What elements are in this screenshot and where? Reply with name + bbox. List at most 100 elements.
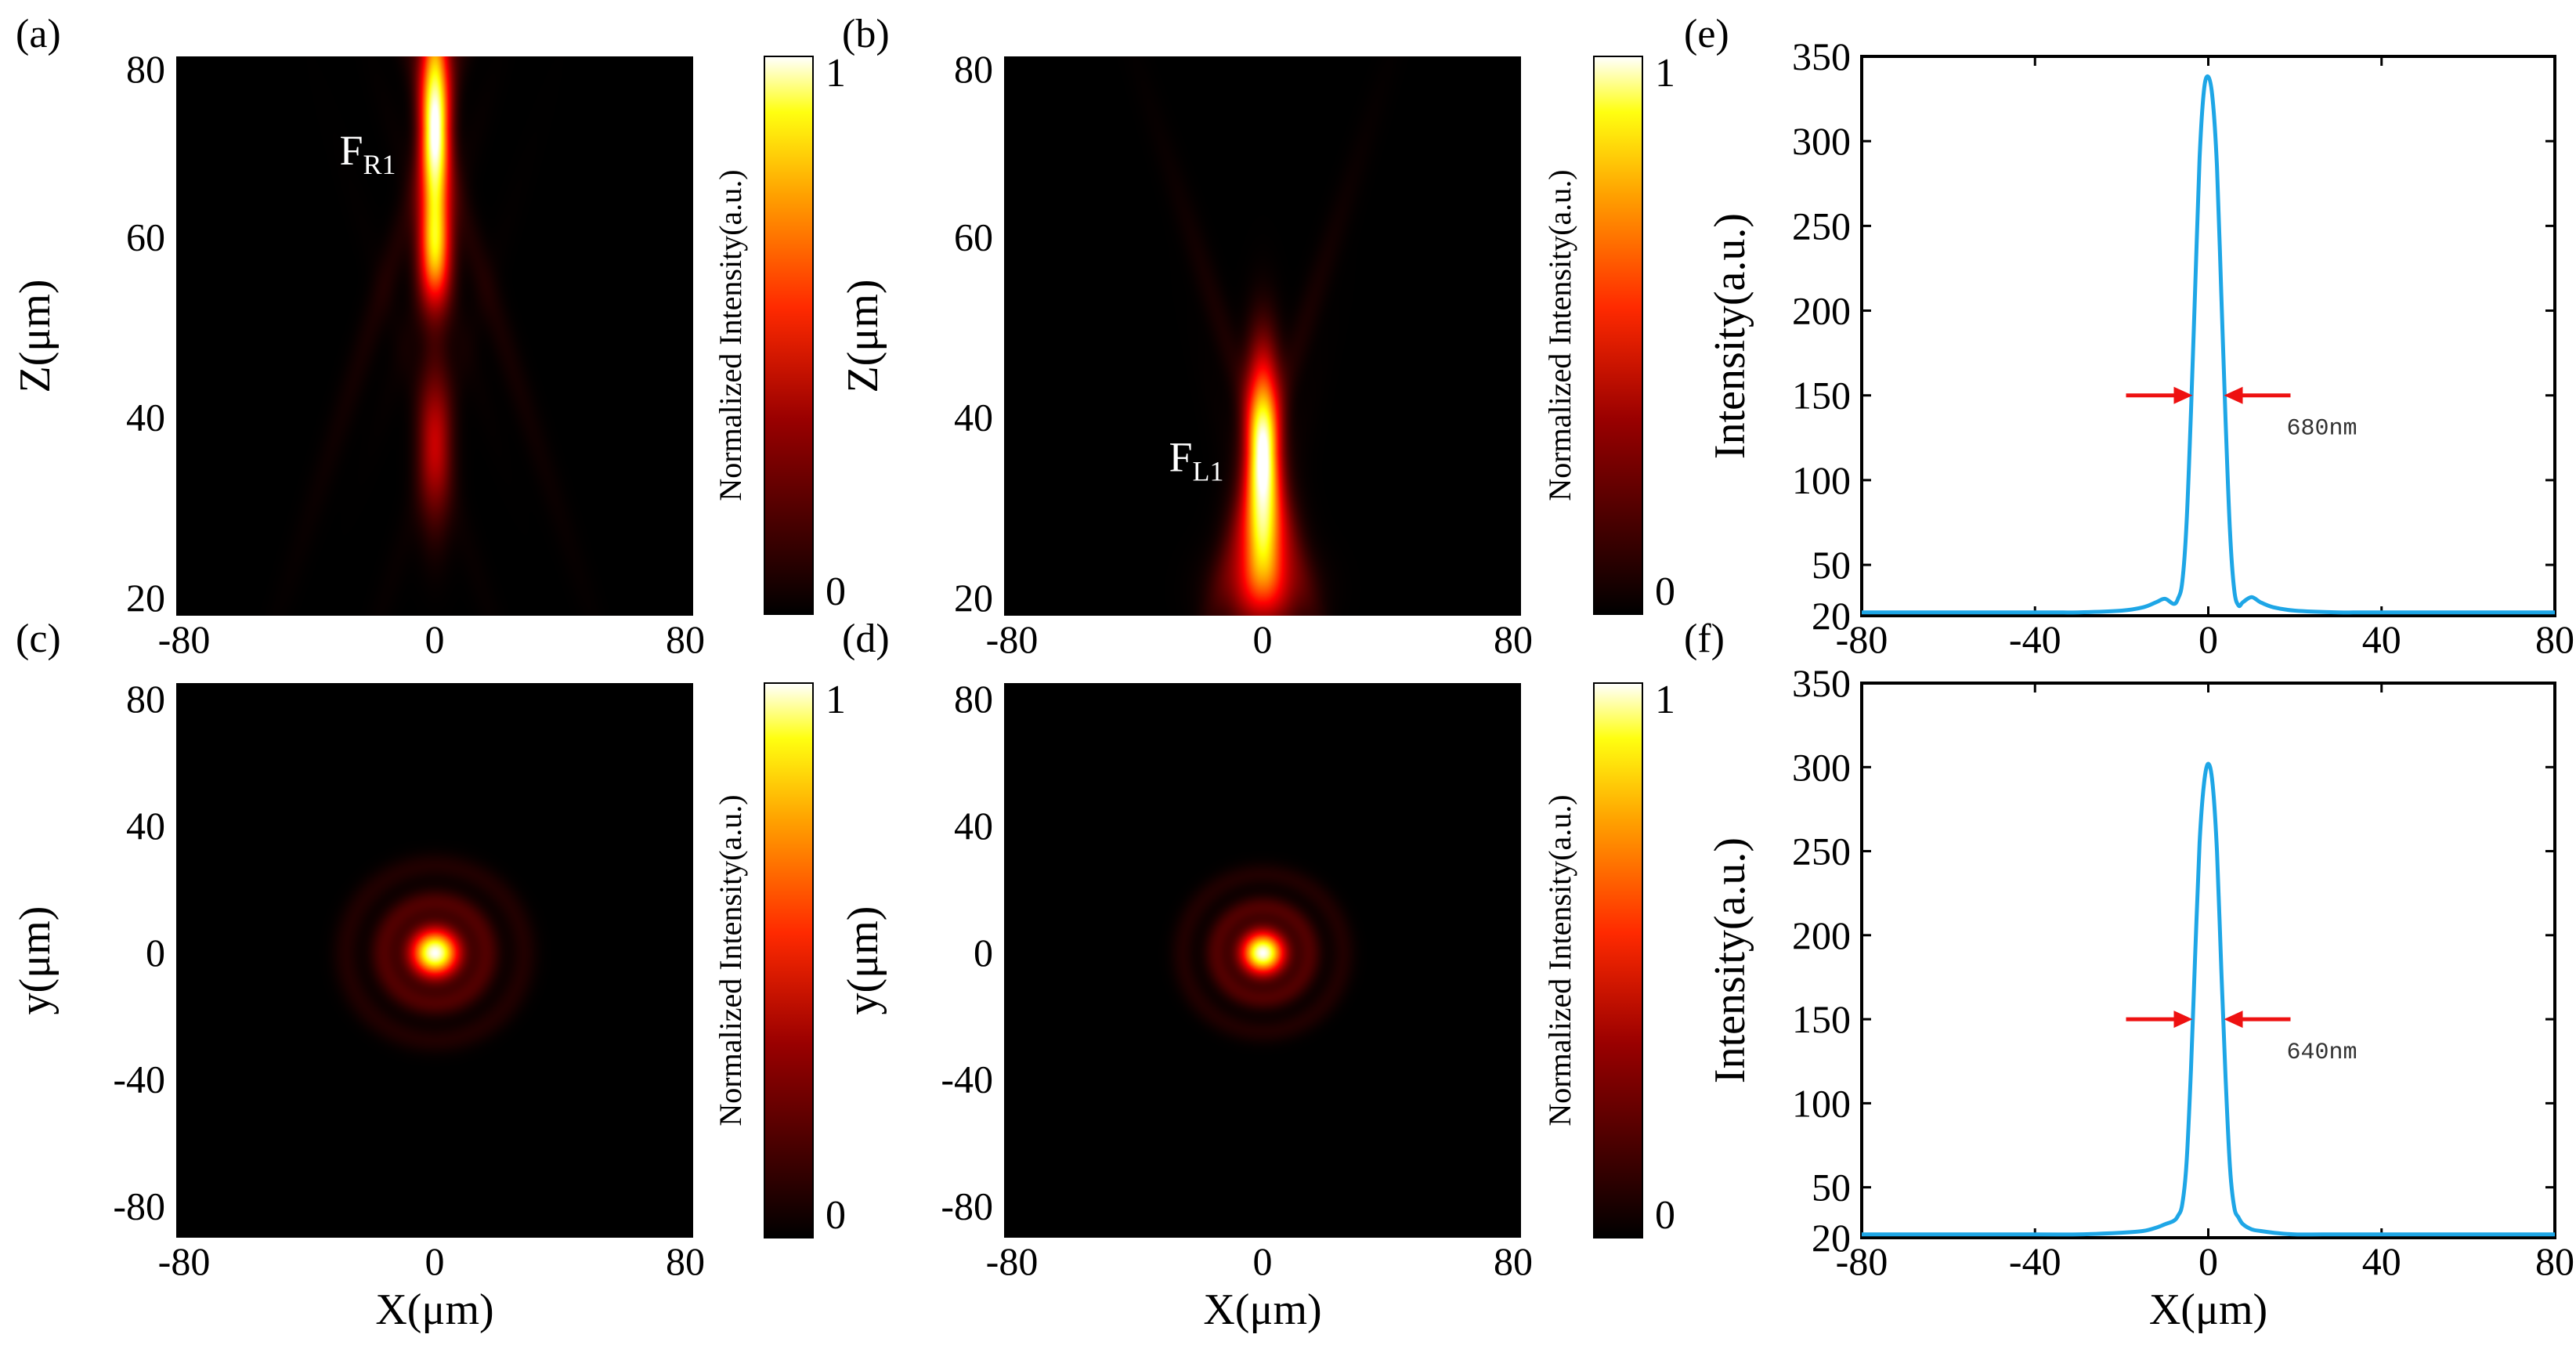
- colorbar-max-label: 1: [826, 51, 846, 96]
- x-tick-label: 0: [425, 1239, 445, 1283]
- intensity-curve: [1862, 761, 2555, 1237]
- y-tick-label: 40: [126, 396, 165, 439]
- colorbar-label: Normalized Intensity(a.u.): [1542, 169, 1577, 501]
- y-tick-label: 300: [1792, 745, 1851, 789]
- y-axis-label: Intensity(a.u.): [1706, 837, 1754, 1083]
- y-axis-label: Intensity(a.u.): [1706, 213, 1754, 459]
- y-tick-label: 150: [1792, 997, 1851, 1041]
- colorbar-max-label: 1: [1655, 51, 1675, 96]
- x-tick-label: -40: [2009, 1239, 2061, 1283]
- y-tick-label: 0: [146, 931, 165, 975]
- x-tick-label: -80: [986, 617, 1039, 661]
- y-tick-label: -80: [941, 1184, 993, 1228]
- y-tick-label: 0: [974, 931, 993, 975]
- y-tick-label: -80: [113, 1184, 165, 1228]
- y-tick-label: 20: [126, 576, 165, 620]
- x-tick-label: 0: [1253, 1239, 1273, 1283]
- y-tick-label: 80: [126, 47, 165, 91]
- x-tick-label: 80: [2535, 1239, 2574, 1283]
- y-axis-label: Z(μm): [839, 279, 887, 392]
- x-tick-label: 80: [666, 1239, 705, 1283]
- colorbar: [764, 56, 814, 615]
- panel-label: (d): [842, 617, 890, 661]
- fwhm-arrow-left-head: [2173, 386, 2193, 404]
- x-tick-label: 80: [1494, 1239, 1533, 1283]
- fwhm-arrow-right-head: [2224, 1011, 2243, 1029]
- y-tick-label: 50: [1812, 1166, 1851, 1210]
- heatmap-panel-0: -80 0 80 20 40 60 80 Z(μm) FR1 (a) 1 0 Normalized In…: [11, 12, 846, 661]
- heatmap-image: [1004, 683, 1521, 1238]
- panel-label: (f): [1684, 617, 1725, 661]
- y-tick-label: 100: [1792, 1081, 1851, 1125]
- x-tick-label: 80: [1494, 617, 1533, 661]
- fwhm-label: 680nm: [2287, 416, 2357, 443]
- heatmap-image: [1004, 56, 1521, 616]
- focus-annotation-main: F: [339, 127, 363, 174]
- heatmap-image: [176, 683, 693, 1238]
- y-tick-label: -40: [941, 1058, 993, 1101]
- x-tick-label: 0: [2198, 1239, 2218, 1283]
- x-tick-label: -80: [1836, 1239, 1888, 1283]
- y-tick-label: 80: [954, 677, 993, 721]
- y-tick-label: 20: [1812, 1216, 1851, 1260]
- colorbar-min-label: 0: [826, 570, 846, 614]
- x-tick-label: 80: [666, 617, 705, 661]
- plot-frame: [1860, 682, 2556, 1239]
- y-axis-label: Z(μm): [11, 279, 60, 392]
- y-tick-label: 200: [1792, 289, 1851, 333]
- x-tick-label: 0: [2198, 617, 2218, 661]
- y-axis-label: y(μm): [11, 906, 60, 1015]
- focus-annotation-sub: R1: [363, 149, 396, 180]
- intensity-curve: [1862, 74, 2555, 615]
- y-tick-label: 250: [1792, 830, 1851, 873]
- colorbar-label: Normalized Intensity(a.u.): [713, 794, 748, 1126]
- x-tick-label: -80: [158, 1239, 211, 1283]
- colorbar: [1593, 682, 1643, 1238]
- x-tick-label: 40: [2362, 1239, 2401, 1283]
- x-tick-label: 0: [1253, 617, 1273, 661]
- colorbar-max-label: 1: [826, 678, 846, 722]
- focus-annotation: FR1: [339, 127, 396, 180]
- x-tick-label: 0: [425, 617, 445, 661]
- y-tick-label: 250: [1792, 204, 1851, 248]
- x-axis-label: X(μm): [1203, 1285, 1321, 1334]
- x-axis-label: X(μm): [2149, 1285, 2267, 1334]
- focus-annotation-sub: L1: [1193, 456, 1224, 487]
- panel-label: (a): [16, 12, 61, 56]
- y-tick-label: 40: [954, 396, 993, 439]
- y-tick-label: 20: [954, 576, 993, 620]
- heatmap-image: [176, 56, 693, 616]
- y-tick-label: 100: [1792, 458, 1851, 502]
- y-tick-label: 80: [954, 47, 993, 91]
- focus-annotation: FL1: [1169, 434, 1223, 487]
- x-tick-label: -80: [158, 617, 211, 661]
- colorbar-min-label: 0: [1655, 1193, 1675, 1238]
- panel-label: (b): [842, 12, 890, 56]
- y-tick-label: 40: [954, 804, 993, 848]
- panel-label: (e): [1684, 12, 1729, 56]
- y-tick-label: 80: [126, 677, 165, 721]
- colorbar: [1593, 56, 1643, 615]
- colorbar-min-label: 0: [1655, 570, 1675, 614]
- y-tick-label: 150: [1792, 374, 1851, 418]
- y-tick-label: 60: [126, 215, 165, 259]
- x-tick-label: -40: [2009, 617, 2061, 661]
- fwhm-label: 640nm: [2287, 1040, 2357, 1066]
- y-tick-label: 200: [1792, 913, 1851, 957]
- fwhm-arrow-right-head: [2224, 386, 2243, 404]
- line-panel-0: -80 -40 0 40 80 20 50 100 150 200 250 300 350 680nm In…: [1684, 12, 2574, 661]
- panel-label: (c): [16, 617, 61, 661]
- colorbar-max-label: 1: [1655, 678, 1675, 722]
- colorbar-label: Normalized Intensity(a.u.): [713, 169, 748, 501]
- line-panel-1: -80 -40 0 40 80 20 50 100 150 200 250 300 350 640nm In…: [1684, 617, 2574, 1334]
- x-tick-label: -80: [1836, 617, 1888, 661]
- y-tick-label: 40: [126, 804, 165, 848]
- colorbar-label: Normalized Intensity(a.u.): [1542, 794, 1577, 1126]
- colorbar-min-label: 0: [826, 1193, 846, 1238]
- x-tick-label: 40: [2362, 617, 2401, 661]
- x-tick-label: 80: [2535, 617, 2574, 661]
- y-tick-label: 20: [1812, 594, 1851, 638]
- y-tick-label: 50: [1812, 543, 1851, 587]
- y-axis-label: y(μm): [839, 906, 887, 1015]
